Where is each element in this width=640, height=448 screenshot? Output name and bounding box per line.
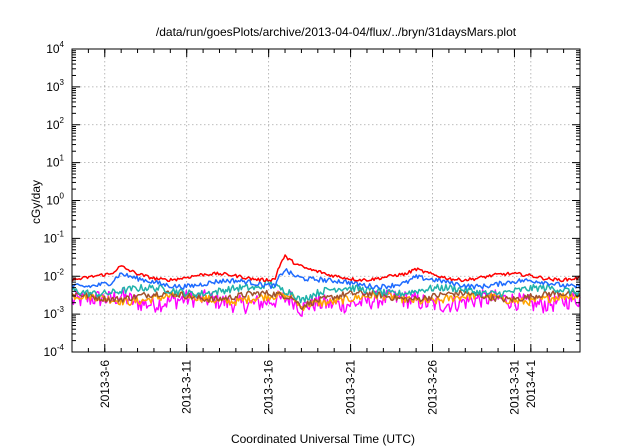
x-tick-label: 2013-3-31 [507,360,521,415]
y-axis: 10-4 10-3 10-2 10-1 100 101 102 103 104 [44,40,580,359]
x-tick-label: 2013-3-16 [262,360,276,415]
x-tick-label: 2013-3-21 [344,360,358,415]
x-tick-label: 2013-4-1 [524,360,538,408]
x-tick-label: 2013-3-26 [426,360,440,415]
series-line-1 [71,291,581,312]
series-line-3 [71,279,581,304]
y-tick-label: 10-1 [44,229,65,245]
y-tick-label: 103 [46,78,64,94]
y-tick-label: 10-4 [44,343,65,359]
chart-title: /data/run/goesPlots/archive/2013-04-04/f… [156,25,517,39]
y-tick-label: 104 [46,40,64,56]
series-line-5 [71,254,581,283]
x-tick-label: 2013-3-6 [98,360,112,408]
y-tick-label: 102 [46,116,64,132]
x-axis: 2013-3-6 2013-3-11 2013-3-16 2013-3-21 2013-… [71,49,581,415]
series-lines [71,254,581,317]
x-tick-label: 2013-3-11 [180,360,194,414]
series-line-0 [71,287,581,317]
y-tick-label: 101 [46,154,64,170]
y-tick-label: 10-2 [44,267,65,283]
x-axis-label: Coordinated Universal Time (UTC) [231,432,415,446]
y-tick-label: 100 [46,192,64,208]
series-line-2 [71,289,581,311]
y-axis-label: cGy/day [29,180,43,224]
y-tick-label: 10-3 [44,305,65,321]
series-line-4 [71,268,581,290]
